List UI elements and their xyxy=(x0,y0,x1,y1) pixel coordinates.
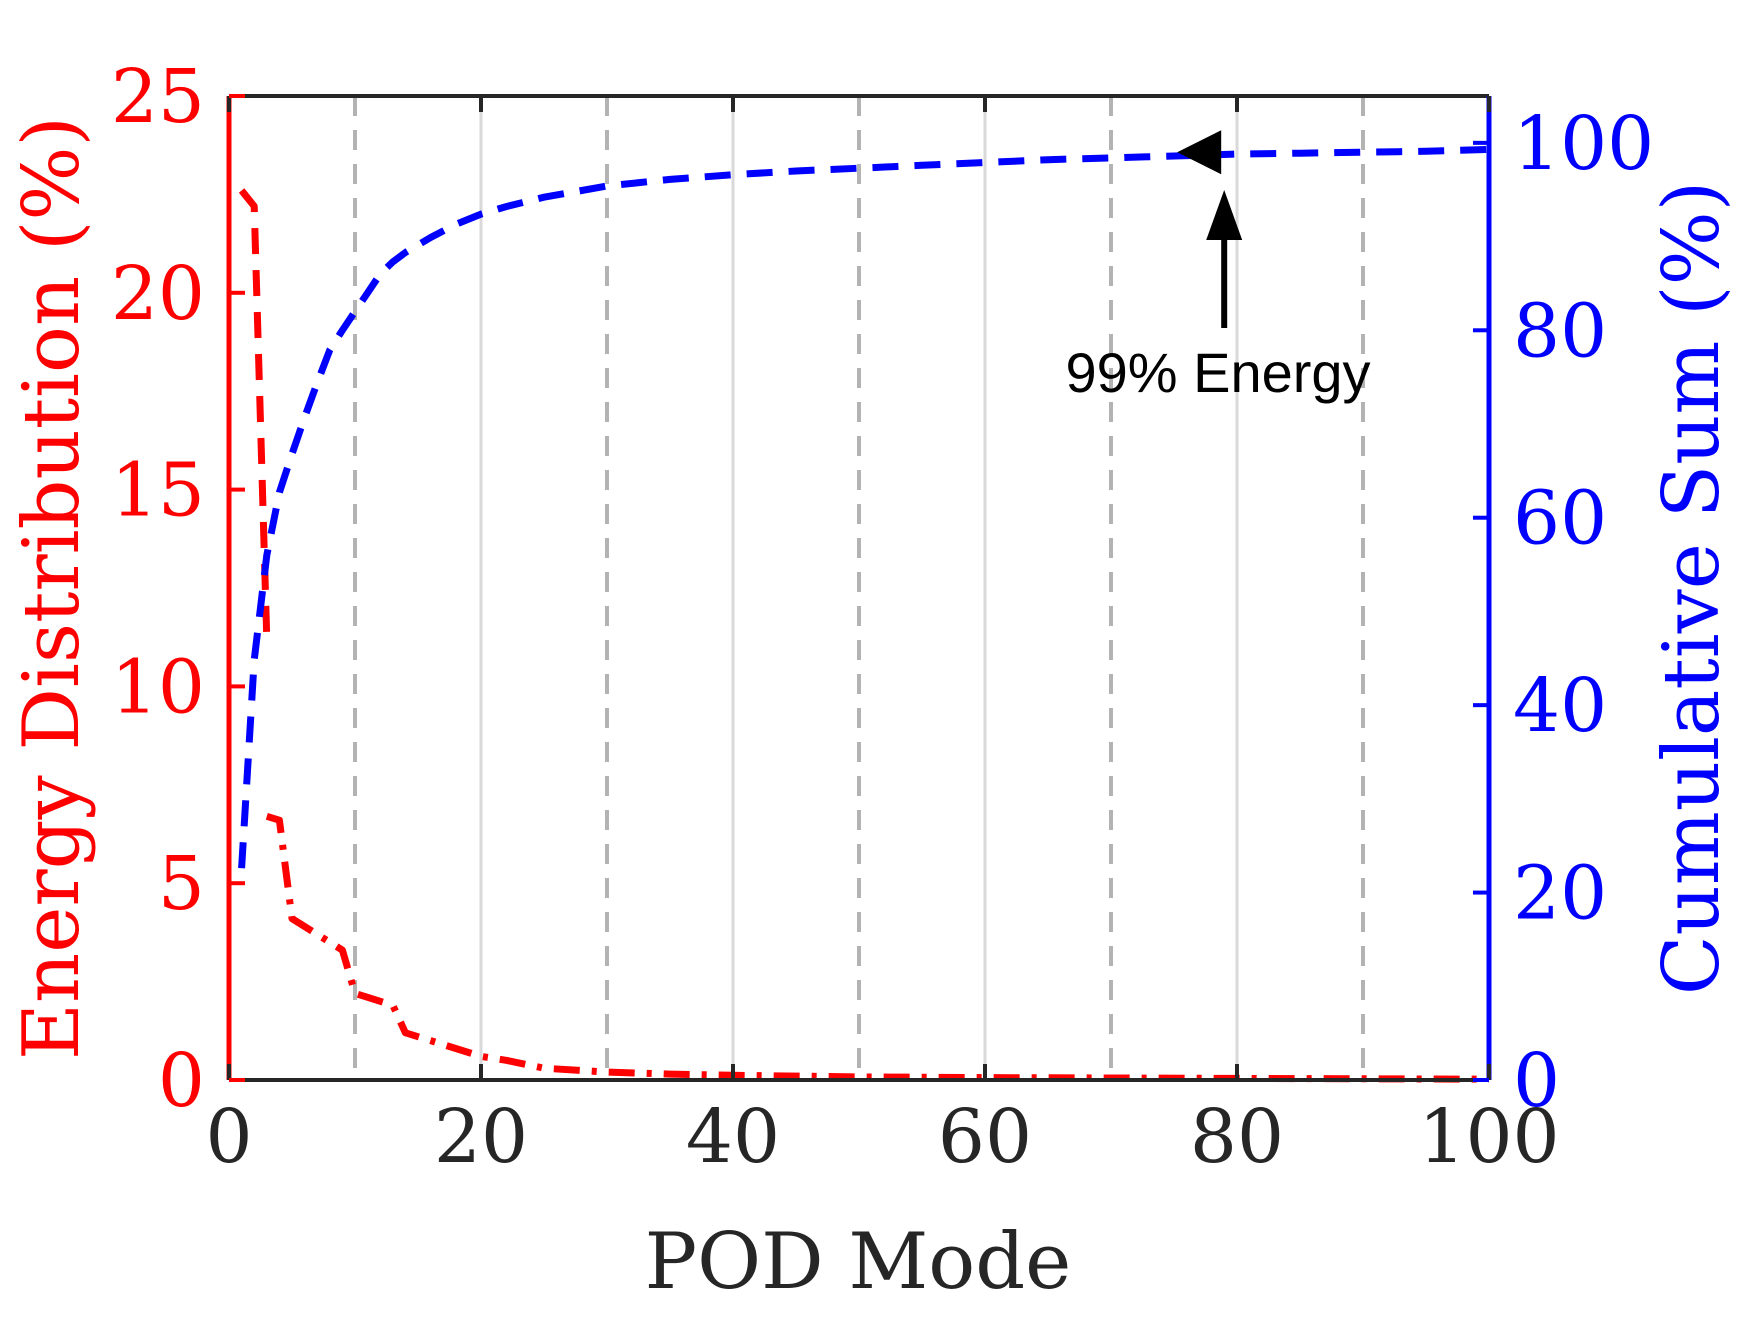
x-tick-label: 40 xyxy=(686,1094,780,1180)
series-line-0 xyxy=(238,188,271,640)
annotation-text: 99% Energy xyxy=(1065,341,1370,404)
y-left-tick-label: 10 xyxy=(111,644,205,730)
y-right-axis-label: Cumulative Sum (%) xyxy=(1647,181,1737,995)
y-left-axis-label: Energy Distribution (%) xyxy=(7,116,97,1060)
annotation-marker xyxy=(1177,130,1222,175)
labels-layer: POD Mode Energy Distribution (%) Cumulat… xyxy=(7,116,1737,1307)
y-left-tick-label: 25 xyxy=(111,54,205,140)
y-left-tick-label: 15 xyxy=(111,448,205,534)
series-line-2 xyxy=(238,145,1490,869)
y-right-tick-label: 40 xyxy=(1513,663,1607,749)
x-tick-label: 80 xyxy=(1190,1094,1284,1180)
y-left-tick-label: 5 xyxy=(158,841,205,927)
y-left-tick-label: 20 xyxy=(111,251,205,337)
y-left-tick-label: 0 xyxy=(158,1038,205,1124)
x-tick-label: 0 xyxy=(205,1094,252,1180)
y-right-tick-label: 20 xyxy=(1513,851,1607,937)
y-right-tick-label: 80 xyxy=(1513,288,1607,374)
x-tick-label: 60 xyxy=(938,1094,1032,1180)
y-right-tick-label: 0 xyxy=(1513,1038,1560,1124)
series-line-1 xyxy=(265,812,1490,1083)
y-right-tick-label: 60 xyxy=(1513,476,1607,562)
annotation-layer: 99% Energy xyxy=(1065,130,1371,404)
grid-layer xyxy=(353,96,1365,1080)
x-tick-label: 100 xyxy=(1418,1094,1559,1180)
x-tick-label: 20 xyxy=(434,1094,528,1180)
y-right-tick-label: 100 xyxy=(1513,101,1654,187)
x-axis-label: POD Mode xyxy=(645,1217,1072,1307)
annotation-arrow-head xyxy=(1206,190,1243,240)
series-layer xyxy=(238,145,1490,1083)
